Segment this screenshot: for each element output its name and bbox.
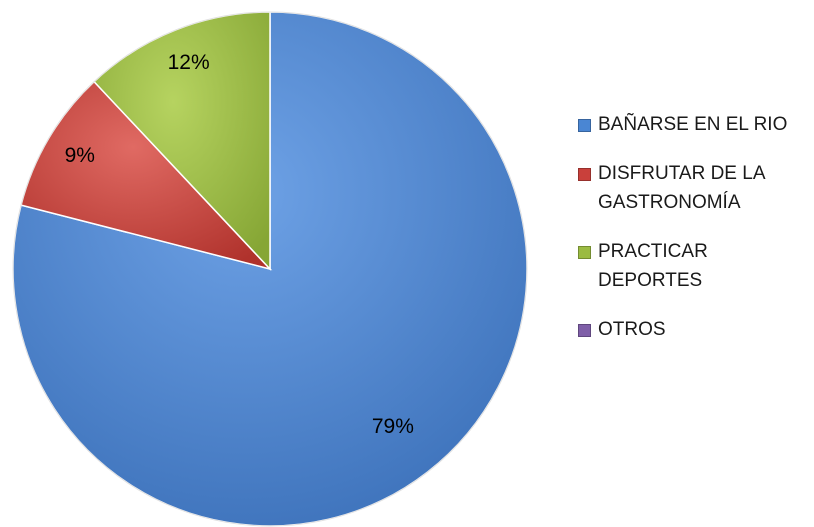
slice-disfrutar	[20, 80, 273, 271]
legend-label-otros: OTROS	[598, 319, 666, 340]
slice-banarse	[12, 11, 528, 527]
slice-practicar	[93, 11, 271, 271]
legend-swatch-otros	[578, 324, 591, 337]
legend-swatch-banarse	[578, 119, 591, 132]
legend-item-otros: OTROS	[578, 315, 808, 344]
data-label-banarse: 79%	[372, 415, 414, 438]
legend-item-disfrutar: DISFRUTAR DE LA GASTRONOMÍA	[578, 159, 808, 217]
pie-data-labels: 79% 9% 12%	[65, 51, 414, 438]
data-label-disfrutar: 9%	[65, 144, 95, 167]
pie-slices	[12, 11, 528, 527]
legend-swatch-practicar	[578, 246, 591, 259]
legend-label-banarse: BAÑARSE EN EL RIO	[598, 114, 788, 135]
legend-label-disfrutar: DISFRUTAR DE LA GASTRONOMÍA	[598, 163, 765, 213]
legend-item-practicar: PRACTICAR DEPORTES	[578, 237, 808, 295]
legend: BAÑARSE EN EL RIO DISFRUTAR DE LA GASTRO…	[578, 110, 808, 364]
pie-outline	[12, 11, 528, 527]
data-label-practicar: 12%	[168, 51, 210, 74]
legend-item-banarse: BAÑARSE EN EL RIO	[578, 110, 808, 139]
legend-swatch-disfrutar	[578, 168, 591, 181]
legend-label-practicar: PRACTICAR DEPORTES	[598, 241, 708, 291]
